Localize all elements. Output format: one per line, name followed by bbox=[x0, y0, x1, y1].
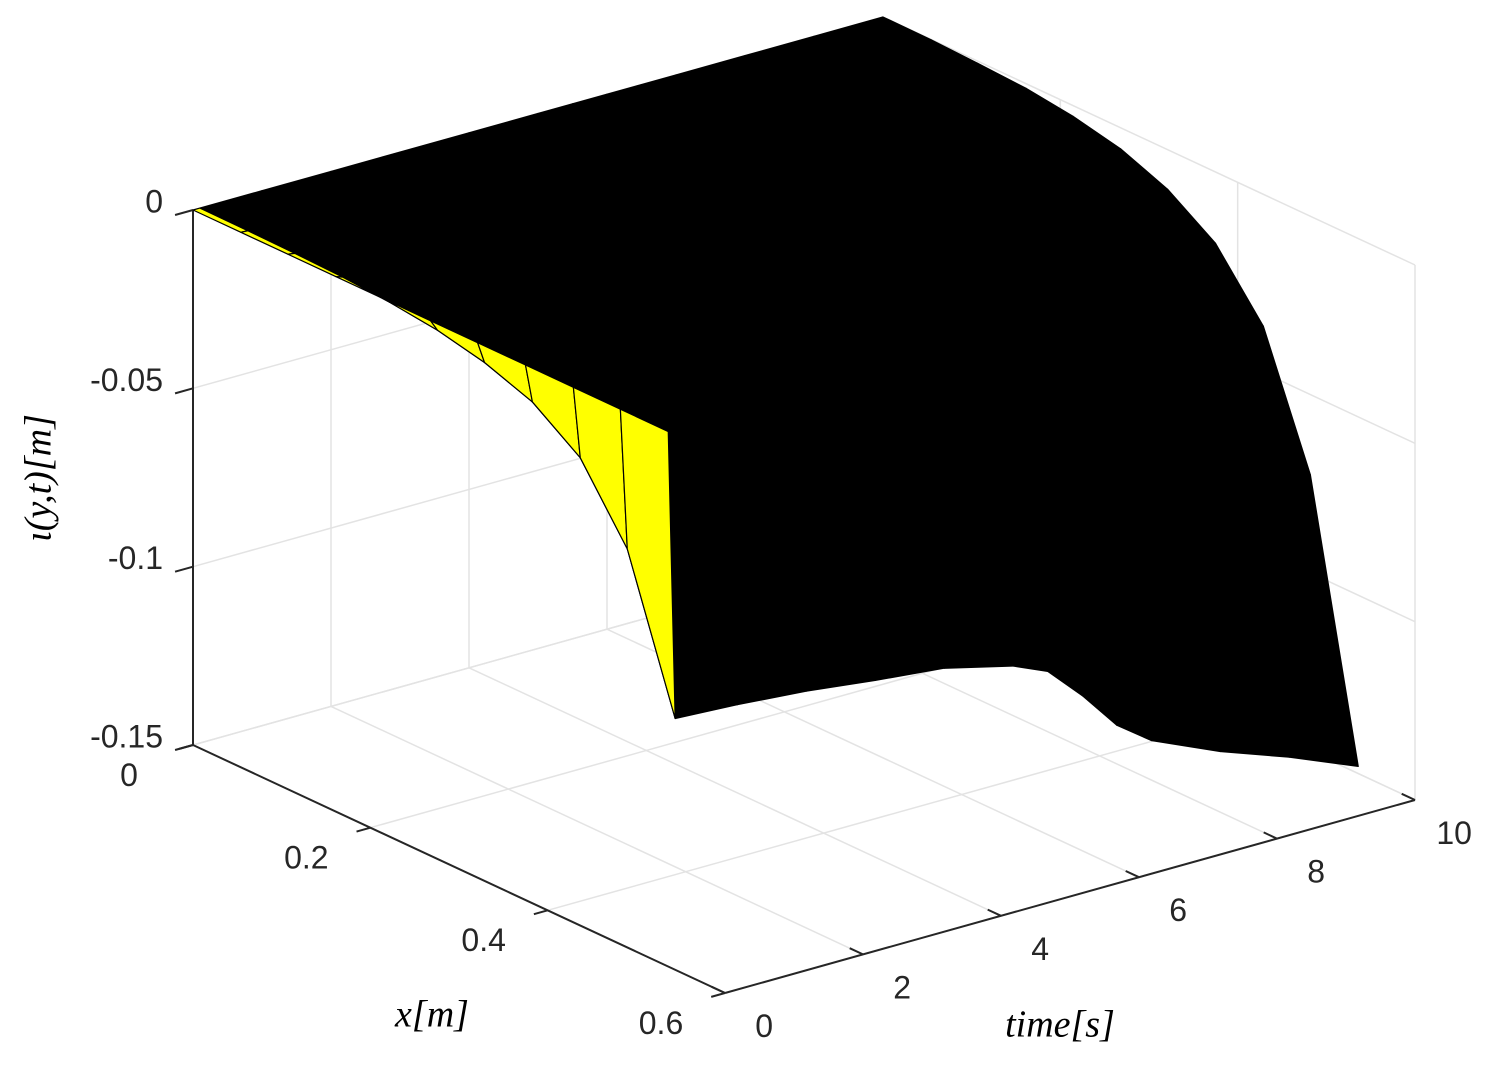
x-axis-label: x[m] bbox=[394, 994, 469, 1036]
y-axis bbox=[724, 799, 1416, 994]
y-tick bbox=[1263, 831, 1278, 840]
y-tick bbox=[1401, 792, 1416, 801]
x-tick-label: 0.4 bbox=[461, 922, 505, 958]
x-axis bbox=[192, 744, 726, 994]
x-tick-label: 0.2 bbox=[284, 839, 328, 875]
y-tick-label: 2 bbox=[893, 969, 911, 1005]
y-tick bbox=[849, 947, 864, 956]
z-axis-label: ι(y,t)[m] bbox=[18, 414, 60, 542]
y-tick bbox=[1125, 870, 1140, 879]
y-tick-label: 6 bbox=[1169, 892, 1187, 928]
z-tick bbox=[174, 565, 194, 573]
grid-line bbox=[468, 667, 1002, 917]
z-tick bbox=[174, 209, 194, 216]
z-tick-label: -0.1 bbox=[108, 540, 163, 576]
y-tick-label: 8 bbox=[1307, 854, 1325, 890]
z-tick-label: 0 bbox=[145, 183, 163, 219]
x-tick-label: 0 bbox=[120, 757, 138, 793]
grid-line bbox=[547, 716, 1238, 912]
z-tick bbox=[174, 744, 194, 751]
y-tick bbox=[711, 985, 726, 994]
z-tick bbox=[174, 387, 194, 395]
y-tick-label: 0 bbox=[755, 1008, 773, 1044]
grid-line bbox=[330, 705, 864, 956]
x-tick bbox=[710, 992, 726, 998]
y-tick-label: 4 bbox=[1031, 931, 1049, 967]
surface-patch bbox=[572, 386, 628, 550]
x-tick-label: 0.6 bbox=[639, 1005, 683, 1041]
x-tick bbox=[356, 826, 371, 833]
surface-patch bbox=[619, 408, 676, 720]
x-tick bbox=[533, 909, 548, 916]
y-tick-label: 10 bbox=[1436, 815, 1472, 851]
grid-line bbox=[882, 16, 1416, 266]
y-axis-label: time[s] bbox=[1005, 1004, 1115, 1046]
z-tick-label: -0.15 bbox=[90, 718, 163, 754]
y-tick bbox=[987, 908, 1002, 917]
z-tick-label: -0.05 bbox=[90, 362, 163, 398]
